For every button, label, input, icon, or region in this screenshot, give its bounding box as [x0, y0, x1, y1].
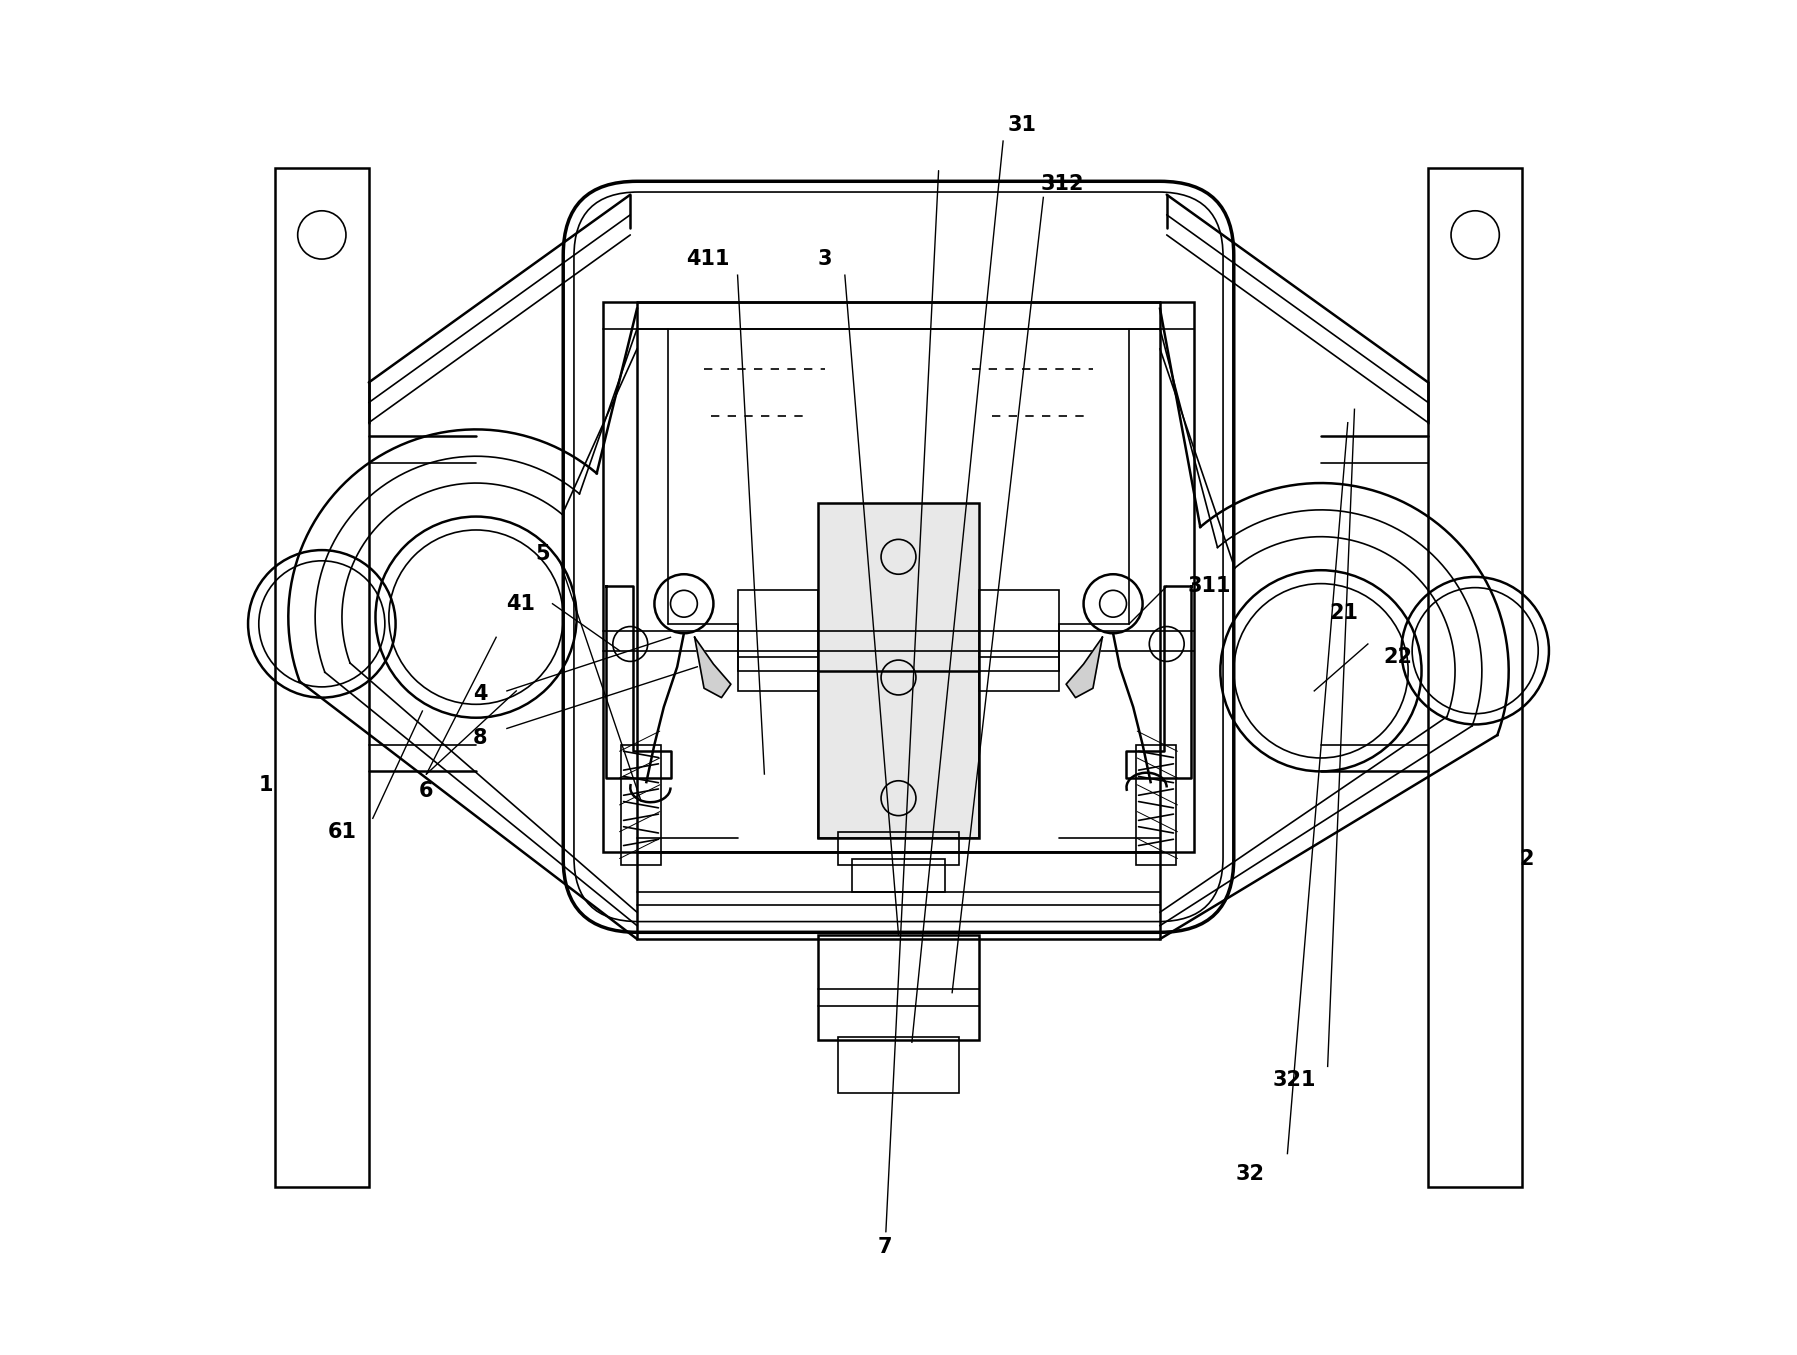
Bar [1429, 168, 1522, 1187]
Text: 7: 7 [879, 171, 938, 1257]
Bar [818, 935, 979, 1039]
Text: 321: 321 [1272, 1070, 1315, 1089]
Text: 22: 22 [1384, 648, 1412, 668]
Bar [275, 168, 368, 1187]
Text: 411: 411 [686, 249, 730, 270]
Polygon shape [1066, 637, 1102, 698]
Bar [737, 591, 818, 691]
Text: 1: 1 [259, 775, 273, 795]
Text: 31: 31 [1008, 115, 1037, 136]
Bar [837, 832, 960, 866]
Text: 311: 311 [1188, 576, 1231, 596]
Text: 8: 8 [473, 728, 487, 748]
Text: 312: 312 [1040, 173, 1084, 194]
Bar [979, 591, 1060, 691]
Text: 41: 41 [505, 593, 536, 614]
Bar [622, 744, 661, 866]
Bar [852, 859, 945, 892]
Text: 3: 3 [818, 249, 832, 270]
Text: 32: 32 [1235, 1164, 1265, 1184]
Text: 21: 21 [1330, 603, 1359, 623]
Text: 2: 2 [1518, 848, 1533, 869]
Bar [636, 852, 1161, 939]
Bar [818, 503, 979, 839]
Bar [1136, 744, 1175, 866]
Polygon shape [695, 637, 731, 698]
Text: 5: 5 [536, 545, 550, 564]
Bar [604, 302, 1193, 852]
Text: 6: 6 [419, 782, 433, 802]
Bar [837, 1037, 960, 1093]
Text: 4: 4 [473, 683, 487, 703]
Text: 61: 61 [327, 821, 356, 841]
